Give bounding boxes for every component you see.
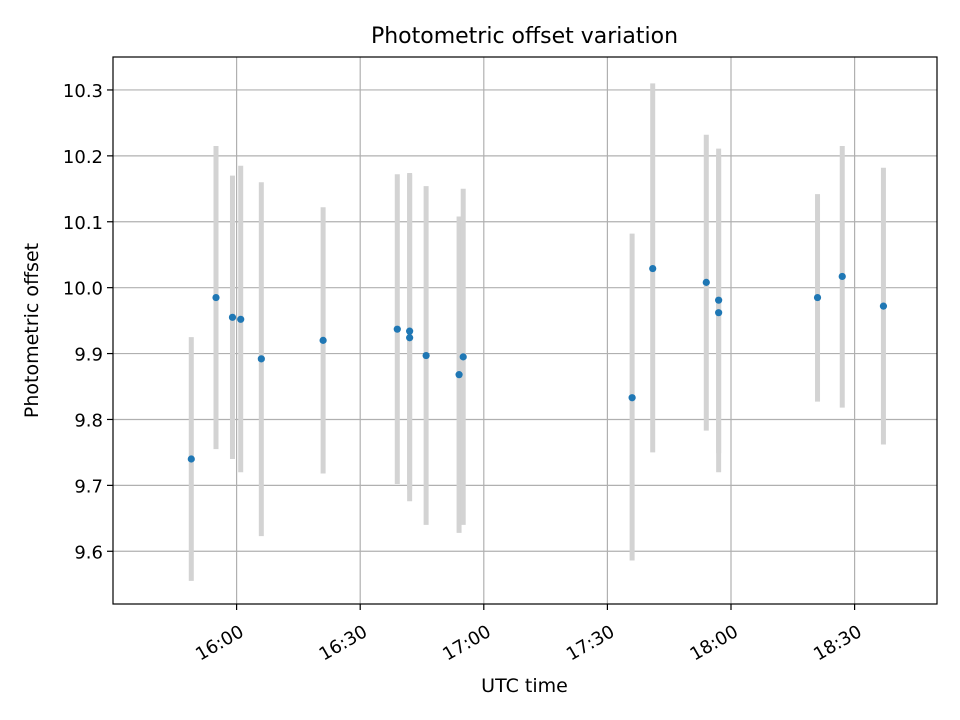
chart-title: Photometric offset variation	[371, 24, 678, 49]
data-point	[228, 313, 237, 321]
plot-frame	[112, 56, 938, 605]
y-tick-label: 9.8	[74, 410, 103, 431]
grid-lines	[113, 57, 937, 604]
data-point	[187, 455, 195, 463]
x-axis-label: UTC time	[481, 675, 568, 697]
data-point	[838, 272, 846, 281]
data-point	[459, 353, 467, 361]
y-tick-label: 10.3	[63, 81, 103, 102]
data-point	[319, 336, 327, 344]
data-point	[715, 296, 723, 304]
data-point	[455, 371, 463, 379]
y-axis-label: Photometric offset	[21, 243, 43, 418]
data-point	[649, 264, 657, 273]
data-point	[422, 351, 430, 360]
y-tick-label: 10.0	[63, 279, 103, 300]
data-point	[702, 278, 710, 286]
data-point	[212, 293, 220, 302]
y-tick-label: 9.6	[74, 542, 103, 563]
data-point	[237, 315, 245, 323]
y-axis-ticks: 9.6 9.7 9.8 9.9 10.0 10.1 10.2 10.3	[63, 81, 113, 563]
data-points	[187, 264, 888, 463]
y-tick-label: 9.7	[74, 476, 103, 497]
data-point	[393, 325, 401, 333]
data-point	[628, 394, 636, 402]
data-point	[879, 302, 888, 310]
data-point	[406, 327, 414, 335]
y-tick-label: 9.9	[74, 345, 103, 366]
data-point	[257, 355, 265, 363]
data-point	[715, 309, 723, 317]
data-point	[406, 334, 414, 342]
y-tick-label: 10.1	[63, 213, 103, 234]
y-tick-label: 10.2	[63, 147, 103, 168]
data-point	[813, 293, 822, 302]
